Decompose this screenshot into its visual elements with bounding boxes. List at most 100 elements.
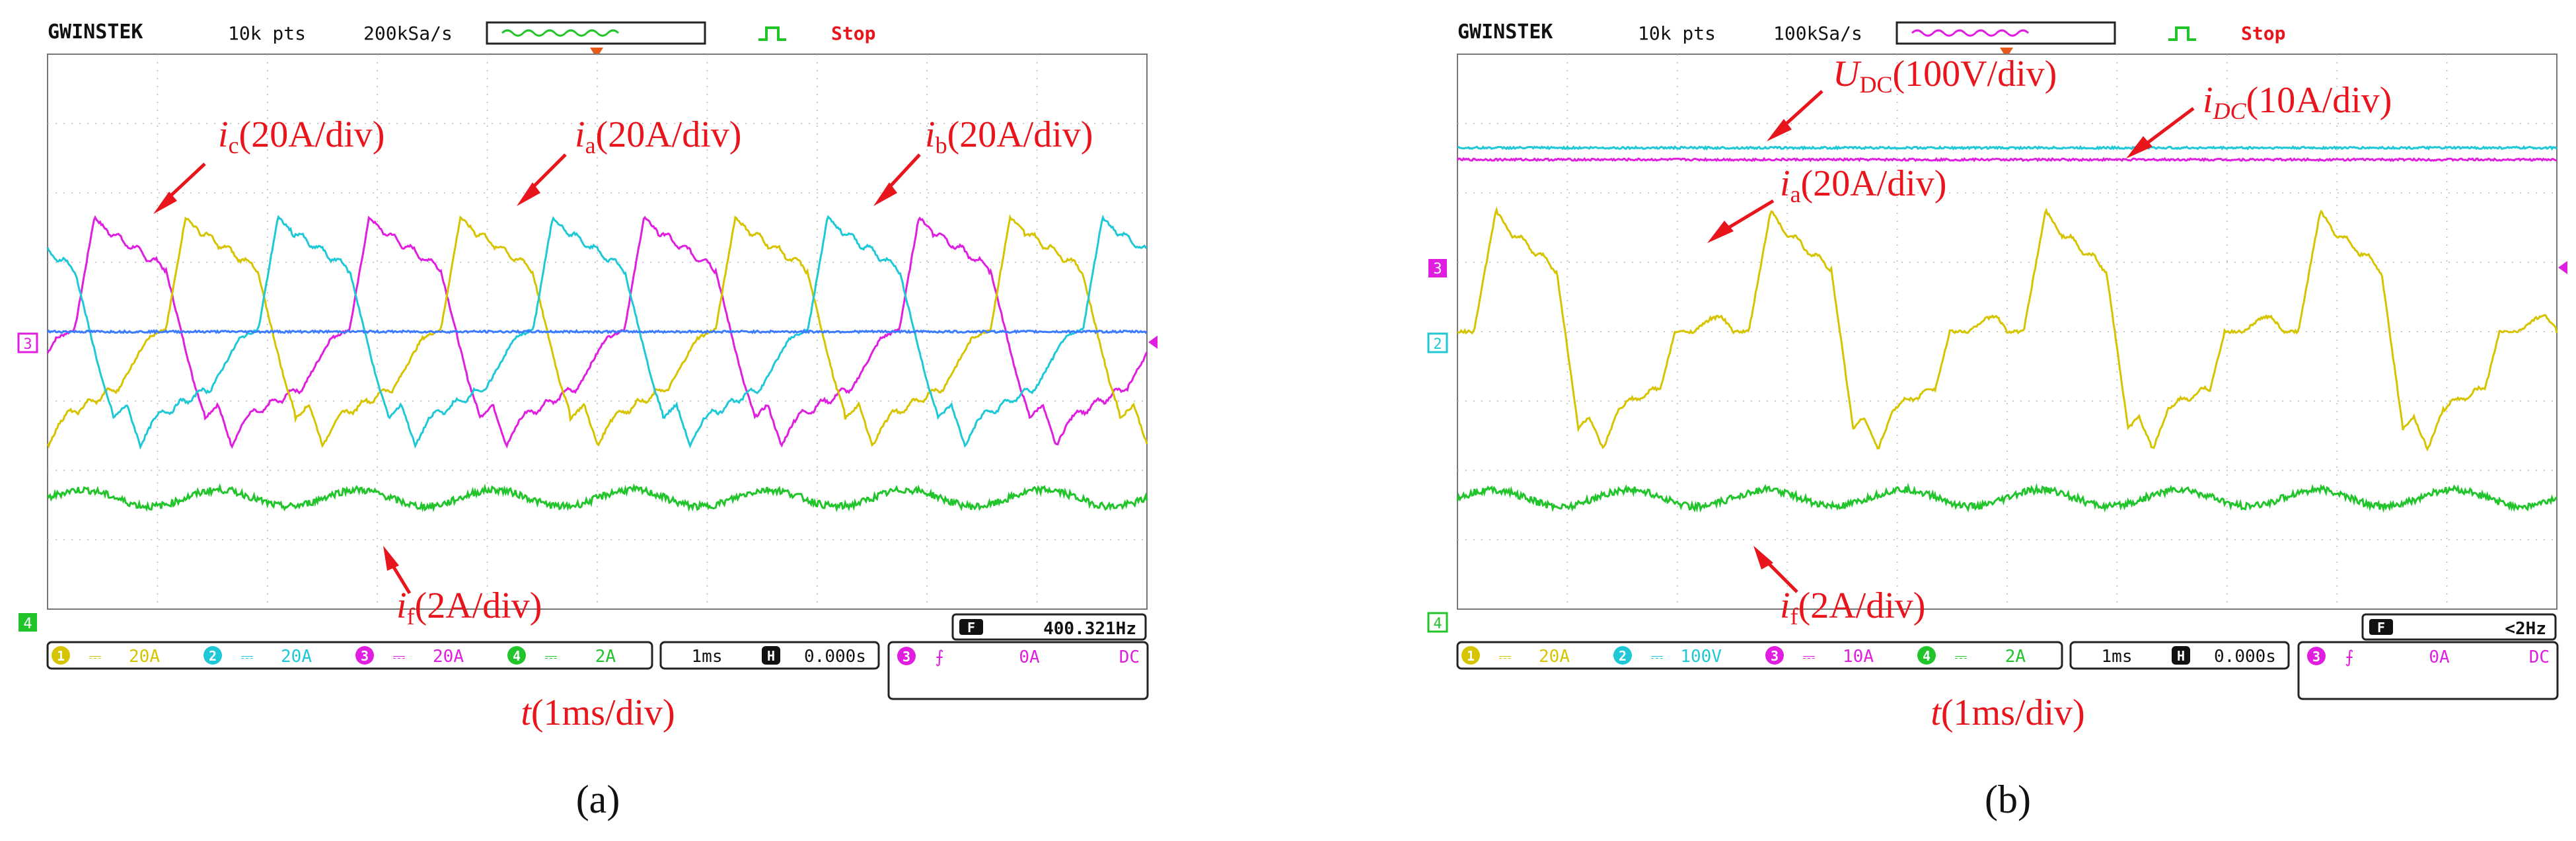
- trace-udc-100v-div-: [1457, 145, 2558, 151]
- trace-if-2a-div-: [1456, 482, 2558, 513]
- annotation-idc: iDC(10A/div): [2126, 80, 2392, 159]
- channel-2-number: 2: [209, 648, 217, 664]
- channel-3-ref-marker: [17, 332, 38, 353]
- channel-4-badge: [507, 646, 526, 665]
- channel-2-badge: [1613, 646, 1632, 665]
- sample-rate-label: 200kSa/s: [363, 22, 453, 44]
- channel-1-badge: [1461, 646, 1480, 665]
- annotation-idc-arrow: [2139, 107, 2195, 149]
- timebase-div: 1ms: [692, 647, 723, 667]
- trace-zero: [46, 328, 1148, 335]
- annotation-ia: ia(20A/div): [517, 114, 741, 206]
- panel-a: GWINSTEK 10k pts 200kSa/s Stop 3 4 F 400…: [17, 20, 1158, 821]
- channel-3-ref-label: 3: [23, 336, 32, 353]
- channel-1-coupling: ⎓: [89, 647, 101, 666]
- annotation-ib-arrowhead: [873, 182, 897, 206]
- channel-4-number: 4: [1923, 648, 1931, 664]
- annotation-if: if(2A/div): [1753, 546, 1925, 630]
- channel-3-number: 3: [361, 648, 369, 664]
- annotation-ic: ic(20A/div): [153, 114, 385, 214]
- annotation-if-text: if(2A/div): [396, 585, 542, 630]
- annotation-udc-arrowhead: [1767, 119, 1792, 141]
- channel-2-number: 2: [1619, 648, 1627, 664]
- trace-ib-20a-div-: [46, 214, 1148, 450]
- trigger-coupling: DC: [1119, 647, 1140, 667]
- annotation-if-arrowhead: [383, 546, 399, 571]
- subfigure-label-b: (b): [1985, 778, 2031, 821]
- annotation-if: if(2A/div): [383, 546, 542, 630]
- channel-4-ground-label: 4: [1433, 616, 1442, 632]
- subfigure-label-a: (a): [576, 778, 620, 821]
- trace-ia-20a-div-: [1457, 206, 2558, 452]
- channel-2-coupling: ⎓: [1650, 647, 1663, 666]
- memory-preview: [1911, 29, 2030, 37]
- frequency-badge-label: F: [2377, 620, 2385, 636]
- trigger-level-marker: [2558, 261, 2567, 274]
- points-label: 10k pts: [228, 22, 306, 44]
- trigger-box: [887, 641, 1149, 700]
- trigger-box: [2297, 641, 2559, 700]
- annotation-if-arrow: [389, 562, 412, 595]
- trace-ia-20a-div-: [46, 214, 1148, 449]
- trigger-edge-icon: [2168, 26, 2196, 41]
- channel-1-number: 1: [1467, 648, 1475, 664]
- frequency-value: 400.321Hz: [1043, 619, 1136, 639]
- trace-if-2a-div-: [46, 483, 1148, 513]
- channel-1-badge: [52, 646, 70, 665]
- channel-4-coupling: ⎓: [544, 647, 557, 666]
- run-status: Stop: [2241, 22, 2285, 44]
- trigger-level-marker: [1148, 336, 1158, 349]
- channel-status-bar: 1 ⎓ 20A 2 ⎓ 20A 3 ⎓ 20A 4 ⎓ 2A: [46, 641, 653, 670]
- frequency-badge-label: F: [967, 620, 975, 636]
- timebase-div: 1ms: [2102, 647, 2133, 667]
- channel-4-scale: 2A: [2005, 647, 2026, 667]
- channel-bar-frame: [46, 641, 653, 670]
- trigger-coupling: DC: [2529, 647, 2550, 667]
- annotation-udc-text: UDC(100V/div): [1833, 54, 2057, 98]
- trigger-level: 0A: [1019, 647, 1040, 667]
- trigger-channel-badge: [2307, 647, 2326, 665]
- channel-2-ref-label: 2: [1433, 336, 1442, 353]
- memory-preview: [501, 29, 620, 37]
- timebase-offset: 0.000s: [2214, 647, 2276, 667]
- annotation-ia-arrowhead: [1707, 221, 1734, 243]
- panel-b: GWINSTEK 10k pts 100kSa/s Stop 3 2 4 F <…: [1427, 20, 2567, 821]
- channel-bar-frame: [1456, 641, 2063, 670]
- horizontal-badge: [2172, 646, 2190, 665]
- channel-3-coupling: ⎓: [392, 647, 405, 666]
- annotation-ia-text: ia(20A/div): [1780, 163, 1946, 207]
- channel-4-badge: [1917, 646, 1936, 665]
- trigger-edge: ⨍: [2345, 647, 2354, 667]
- channel-4-coupling: ⎓: [1954, 647, 1967, 666]
- channel-2-ref-marker: [1427, 332, 1448, 353]
- annotation-idc-arrowhead: [2126, 136, 2153, 159]
- x-axis-label: t(1ms/div): [521, 692, 675, 733]
- channel-4-number: 4: [513, 648, 521, 664]
- trigger-position-marker: [590, 48, 603, 58]
- channel-4-ground-marker: [1427, 612, 1448, 633]
- horizontal-badge: [762, 646, 780, 665]
- channel-3-ref-label: 3: [1433, 261, 1442, 277]
- annotation-idc-text: iDC(10A/div): [2203, 80, 2392, 124]
- annotation-if-arrow: [1765, 560, 1798, 593]
- channel-3-ref-marker: [1428, 259, 1447, 277]
- brand-logo: GWINSTEK: [48, 20, 143, 44]
- channel-4-ground-label: 4: [23, 616, 32, 632]
- trigger-edge: ⨍: [935, 647, 944, 667]
- annotation-ib: ib(20A/div): [873, 114, 1093, 206]
- horizontal-badge-label: H: [767, 648, 775, 664]
- points-label: 10k pts: [1638, 22, 1716, 44]
- channel-status-bar: 1 ⎓ 20A 2 ⎓ 100V 3 ⎓ 10A 4 ⎓ 2A: [1456, 641, 2063, 670]
- trace-ic-20a-div-: [46, 215, 1148, 449]
- channel-2-coupling: ⎓: [240, 647, 253, 666]
- channel-1-scale: 20A: [1539, 647, 1570, 667]
- traces: [46, 214, 1148, 513]
- traces: [1456, 145, 2558, 513]
- channel-3-scale: 10A: [1843, 647, 1874, 667]
- channel-3-badge: [355, 646, 374, 665]
- annotation-ib-text: ib(20A/div): [925, 114, 1093, 159]
- channel-3-scale: 20A: [433, 647, 464, 667]
- channel-3-coupling: ⎓: [1802, 647, 1815, 666]
- trace-idc-10a-div-: [1456, 157, 2558, 163]
- channel-2-scale: 100V: [1680, 647, 1722, 667]
